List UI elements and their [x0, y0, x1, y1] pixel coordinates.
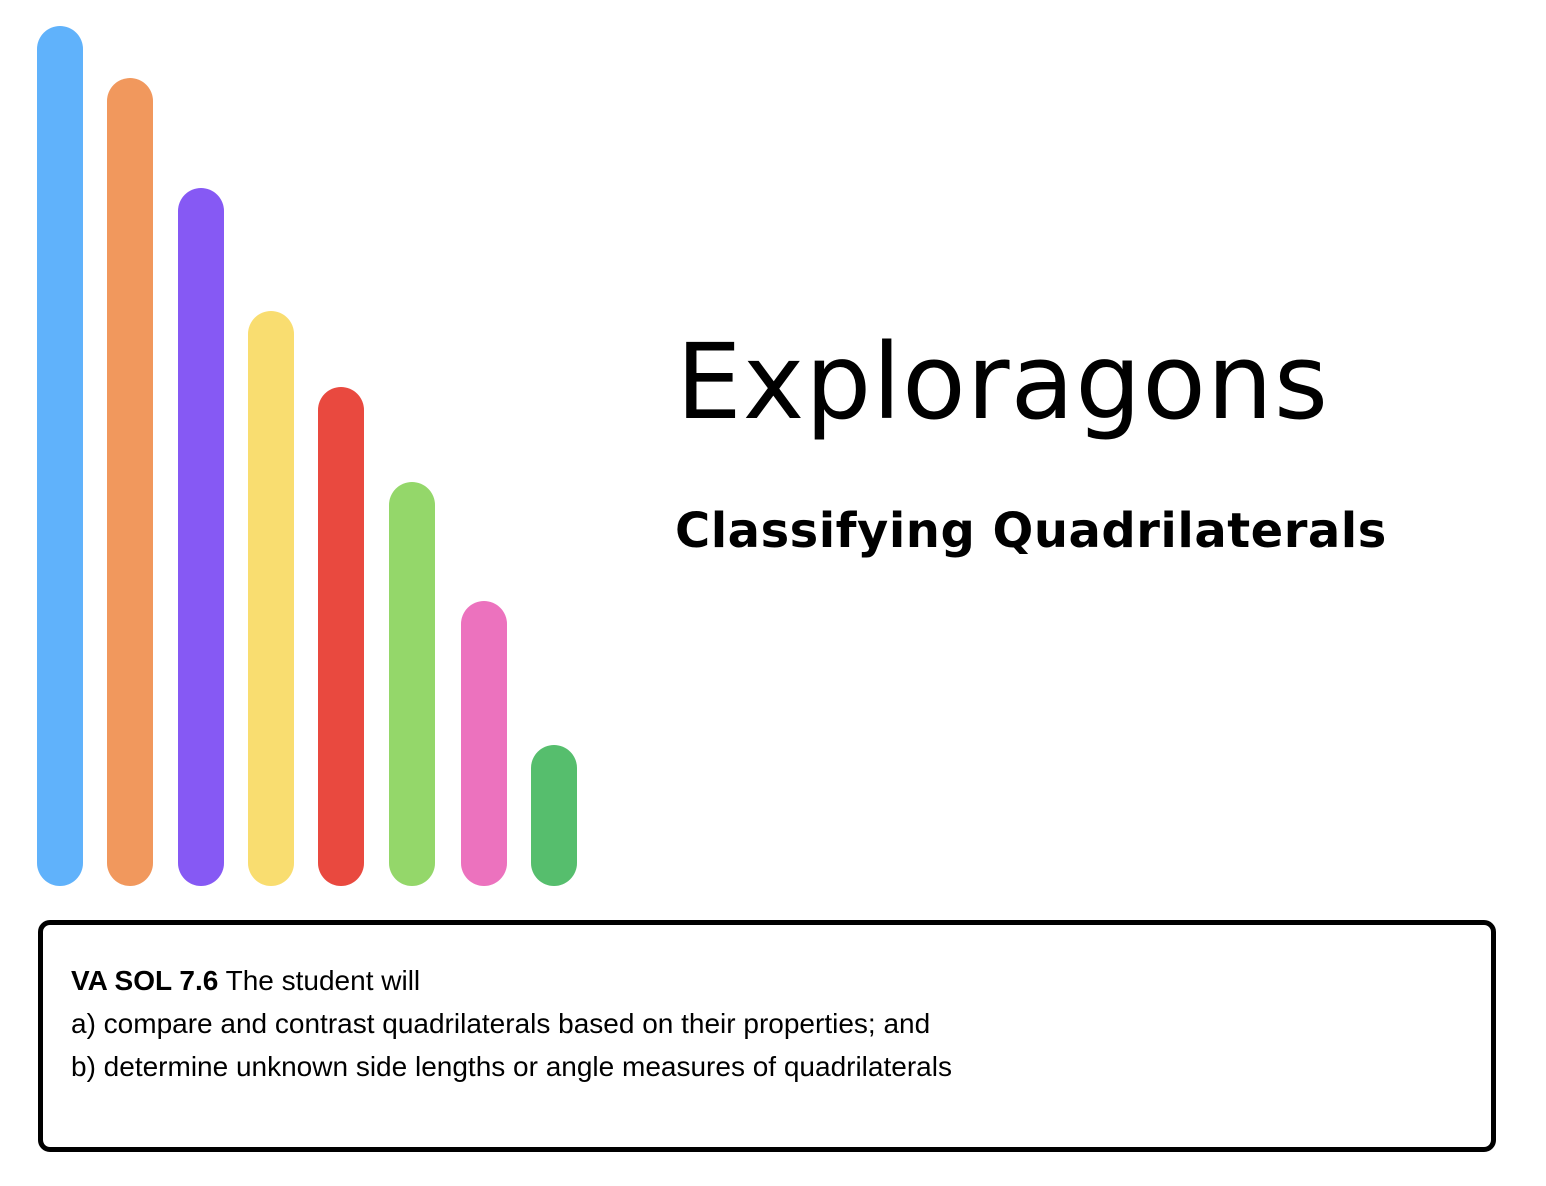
green-bar	[531, 745, 577, 886]
standard-item-b: b) determine unknown side lengths or ang…	[71, 1051, 952, 1082]
standard-code: VA SOL 7.6	[71, 965, 219, 996]
red-bar	[318, 387, 364, 886]
purple-bar	[178, 188, 224, 886]
standard-intro: The student will	[218, 965, 421, 996]
decorative-bars	[0, 0, 620, 900]
pink-bar	[461, 601, 507, 886]
blue-bar	[37, 26, 83, 886]
standard-box: VA SOL 7.6 The student will a) compare a…	[38, 920, 1496, 1152]
standard-heading-line: VA SOL 7.6 The student will	[71, 959, 952, 1002]
standard-item-a: a) compare and contrast quadrilaterals b…	[71, 1008, 931, 1039]
standard-text: VA SOL 7.6 The student will a) compare a…	[71, 959, 952, 1088]
light-green-bar	[389, 482, 435, 886]
page-title: Exploragons	[676, 321, 1330, 443]
orange-bar	[107, 78, 153, 886]
page-subtitle: Classifying Quadrilaterals	[675, 503, 1387, 559]
yellow-bar	[248, 311, 294, 886]
